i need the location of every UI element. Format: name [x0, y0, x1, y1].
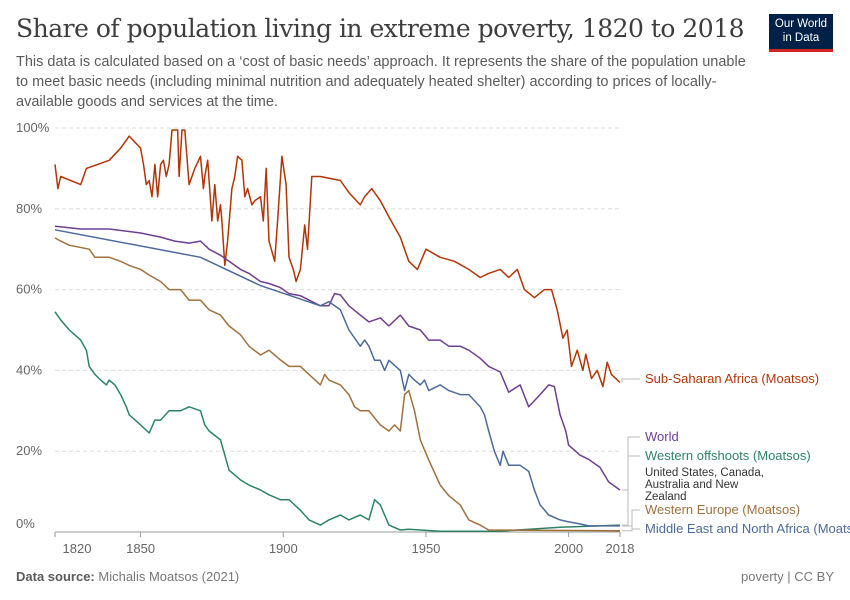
connector-line	[622, 436, 640, 491]
series-label: Western Europe (Moatsos)	[645, 502, 800, 517]
x-tick-label: 1950	[411, 541, 440, 556]
series-line-world	[54, 225, 621, 491]
connector-line	[621, 378, 640, 383]
owid-logo[interactable]: Our World in Data	[769, 14, 833, 52]
series-label: Western offshoots (Moatsos)	[645, 448, 811, 463]
data-source-label: Data source:	[16, 569, 95, 584]
series-annotation: United States, Canada, Australia and New Z…	[645, 467, 764, 503]
series-line-western-europe-moatsos	[54, 237, 621, 532]
x-tick-label: 2018	[606, 541, 635, 556]
annotation-line: Australia and New	[645, 479, 739, 491]
x-tick-label: 2000	[554, 541, 583, 556]
y-tick-label: 40%	[16, 362, 42, 377]
y-tick-label: 80%	[16, 201, 42, 216]
series-label: Sub-Saharan Africa (Moatsos)	[645, 371, 819, 386]
series-line-western-offshoots-moatsos	[54, 311, 621, 532]
annotation-line: United States, Canada,	[645, 467, 764, 479]
y-tick-label: 100%	[16, 120, 50, 135]
series-label: Middle East and North Africa (Moatsos)	[645, 521, 850, 536]
connector-line	[622, 525, 640, 530]
annotation-line: Zealand	[645, 491, 687, 503]
connector-line	[622, 509, 640, 532]
logo-line-1: Our World	[774, 18, 828, 30]
logo-line-2: in Data	[782, 32, 820, 44]
data-source-value[interactable]: Michalis Moatsos (2021)	[98, 569, 240, 584]
y-tick-label: 60%	[16, 282, 42, 297]
y-tick-label: 0%	[16, 516, 35, 531]
series-line-middle-east-and-north-africa-moatsos	[54, 229, 620, 527]
x-tick-label: 1850	[126, 541, 155, 556]
series-line-sub-saharan-africa-moatsos	[54, 129, 621, 388]
x-tick-label: 1900	[269, 541, 298, 556]
data-source: Data source: Michalis Moatsos (2021)	[16, 569, 239, 584]
x-tick-label: 1820	[63, 541, 92, 556]
chart-subtitle: This data is calculated based on a ‘cost…	[16, 54, 746, 110]
connector-line	[622, 455, 640, 526]
chart-title: Share of population living in extreme po…	[16, 14, 745, 43]
series-label: World	[645, 429, 679, 444]
license[interactable]: poverty | CC BY	[741, 569, 834, 584]
y-tick-label: 20%	[16, 443, 42, 458]
